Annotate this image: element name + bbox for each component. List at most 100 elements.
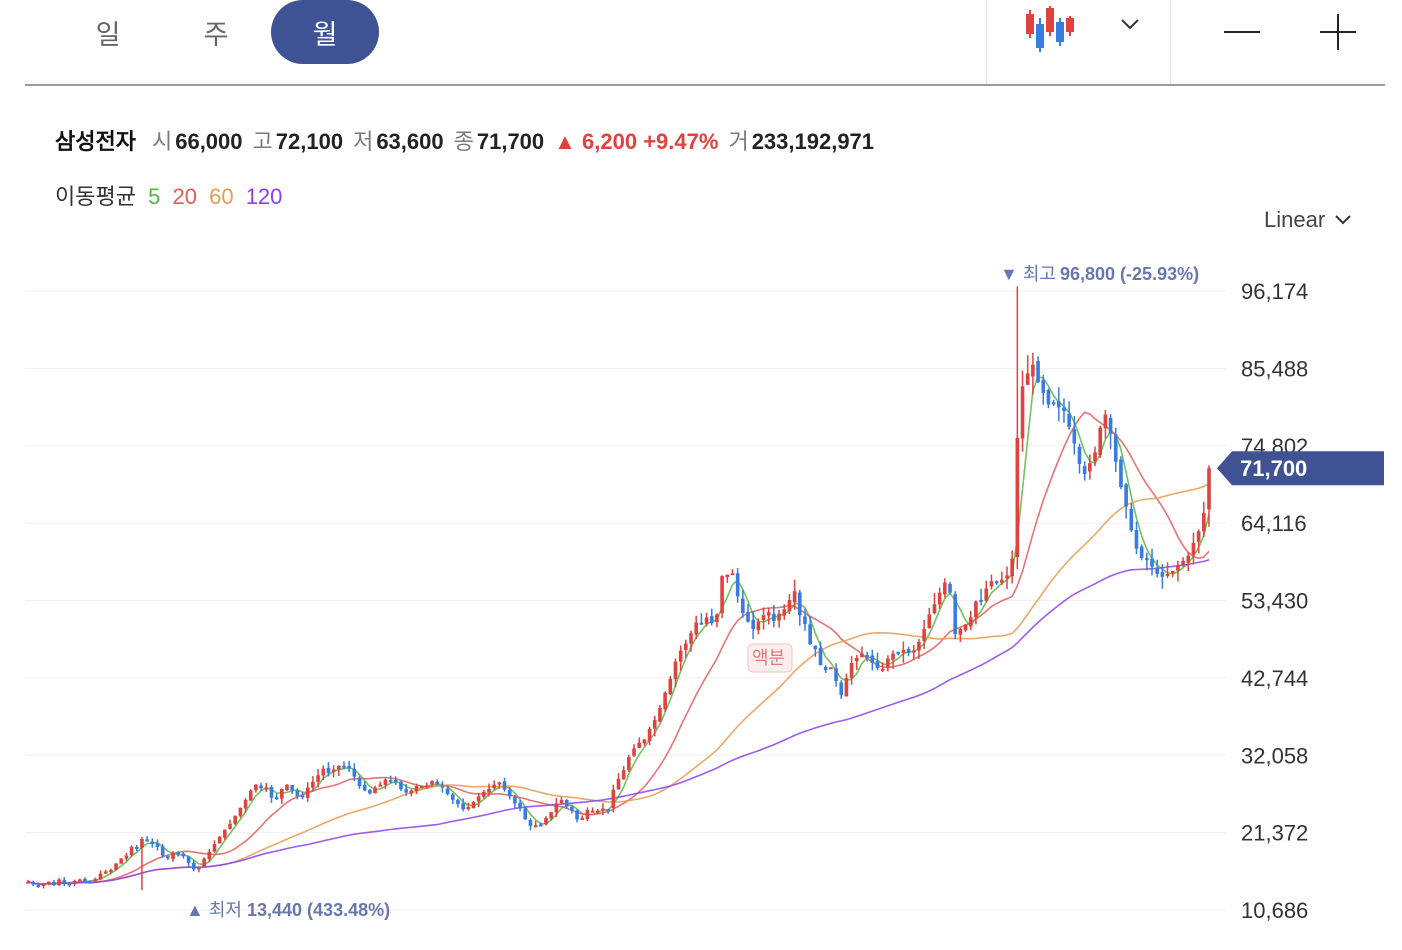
candle-body (844, 678, 849, 697)
candle-body (559, 799, 564, 804)
minus-icon[interactable] (1222, 12, 1262, 52)
ma-120[interactable]: 120 (245, 184, 283, 209)
candle-body (404, 789, 408, 793)
min-value: 13,440 (433.48%) (247, 900, 390, 920)
candle-body (1160, 571, 1165, 577)
candle-body (223, 829, 227, 838)
chevron-down-icon[interactable] (1112, 10, 1148, 40)
toolbar-divider (1170, 0, 1171, 84)
candle-body (254, 784, 258, 791)
candle-body (482, 791, 486, 797)
low-value: 63,600 (376, 129, 444, 154)
candle-body (694, 622, 699, 635)
price-chart[interactable]: 10,68621,37232,05842,74453,43064,11674,8… (0, 240, 1402, 945)
candle-body (476, 796, 481, 802)
candle-body (419, 786, 424, 789)
candle-body (570, 806, 574, 811)
ma-20[interactable]: 20 (172, 184, 197, 209)
candle-body (57, 879, 61, 886)
candle-body (1093, 452, 1097, 462)
candle-body (186, 856, 191, 863)
candle-body (538, 824, 543, 827)
candle-body (450, 794, 455, 800)
candle-body (1113, 434, 1118, 462)
max-value: 96,800 (-25.93%) (1060, 264, 1199, 284)
candle-body (93, 878, 98, 882)
price-change: ▲ 6,200 +9.47% (554, 129, 719, 154)
scale-label: Linear (1264, 207, 1326, 232)
candle-body (321, 768, 326, 776)
candle-body (228, 823, 232, 829)
stock-split-label: 액분 (752, 648, 785, 668)
open-label: 시 (151, 129, 173, 154)
volume-value: 233,192,971 (751, 129, 875, 154)
candle-body (119, 858, 124, 864)
candle-body (502, 781, 507, 790)
candlestick-icon[interactable] (1018, 4, 1082, 56)
candle-body (1036, 361, 1040, 383)
candle-body (979, 599, 983, 602)
candle-body (1062, 407, 1066, 412)
candle-body (777, 613, 781, 621)
plus-icon[interactable] (1318, 12, 1358, 52)
candle-body (233, 815, 238, 824)
candle-body (999, 579, 1004, 583)
ma-20-line (27, 411, 1210, 885)
candle-body (124, 855, 129, 859)
stock-split-tag[interactable]: 액분 (747, 643, 793, 673)
candle-body (445, 788, 450, 795)
tab-month[interactable]: 월 (271, 0, 379, 64)
candle-body (311, 781, 315, 788)
candle-body (77, 879, 82, 882)
candle-body (917, 641, 921, 651)
candle-body (1098, 427, 1103, 455)
candle-body (720, 576, 724, 614)
candle-body (823, 666, 828, 671)
candle-body (1020, 386, 1025, 439)
candle-body (316, 775, 320, 782)
candle-body (839, 682, 844, 695)
candle-body (673, 661, 678, 680)
candle-body (968, 617, 973, 627)
ma-label: 이동평균 (55, 184, 136, 209)
candle-body (808, 624, 812, 645)
ma-5[interactable]: 5 (148, 184, 161, 209)
candles (26, 286, 1211, 891)
candle-body (803, 616, 807, 624)
candle-body (41, 883, 46, 887)
candle-body (658, 707, 662, 722)
candle-body (875, 661, 880, 669)
candle-body (166, 856, 170, 859)
candle-body (984, 588, 989, 601)
candle-body (730, 573, 735, 576)
candle-body (544, 817, 548, 825)
candle-body (766, 612, 771, 616)
candle-body (238, 807, 243, 816)
y-tick-label: 32,058 (1241, 743, 1308, 768)
candle-body (83, 878, 87, 882)
candle-body (528, 820, 533, 826)
candle-body (953, 594, 958, 635)
candle-body (145, 839, 149, 842)
min-label: ▲ 최저 (186, 900, 242, 920)
candle-body (1196, 531, 1201, 542)
scale-select[interactable]: Linear (1264, 207, 1353, 233)
tab-week[interactable]: 주 (203, 19, 229, 50)
tab-day[interactable]: 일 (95, 19, 121, 50)
y-tick-label: 53,430 (1241, 589, 1308, 614)
candle-body (943, 582, 947, 595)
candle-body (425, 785, 429, 788)
candle-body (52, 881, 56, 886)
candle-body (274, 797, 279, 800)
candle-body (140, 838, 144, 848)
candle-body (906, 648, 911, 653)
candle-body (259, 785, 263, 789)
y-axis: 10,68621,37232,05842,74453,43064,11674,8… (1241, 279, 1308, 923)
candle-body (1170, 571, 1175, 574)
ma-60[interactable]: 60 (209, 184, 234, 209)
candle-body (937, 592, 942, 605)
candle-body (642, 739, 647, 744)
candle-body (989, 581, 994, 587)
candle-body (611, 789, 616, 809)
candle-body (575, 810, 579, 820)
